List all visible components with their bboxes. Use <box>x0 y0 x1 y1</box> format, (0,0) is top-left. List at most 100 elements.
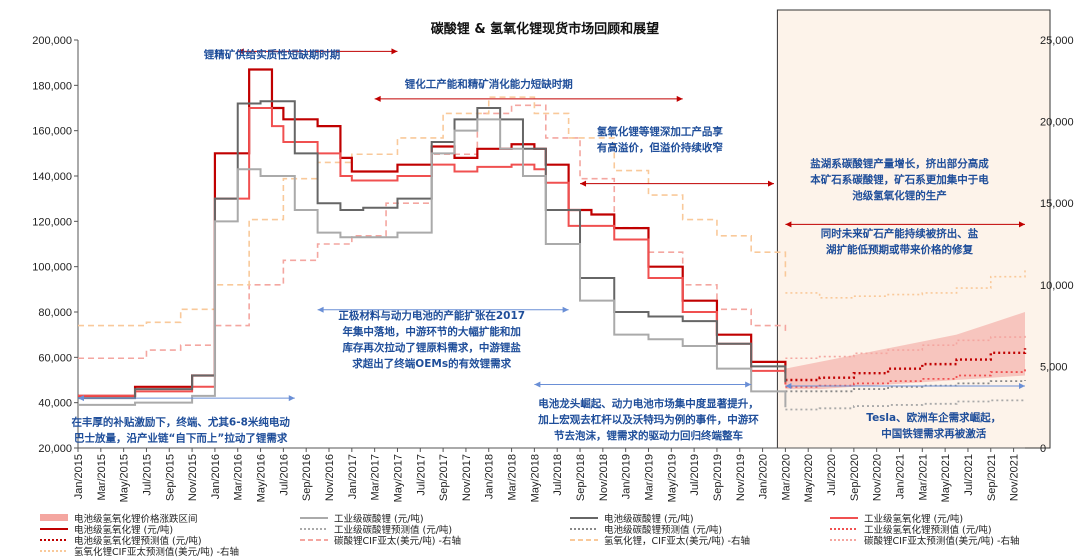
x-tick-label: Jan/2018 <box>484 454 496 499</box>
x-tick-label: May/2016 <box>256 454 268 502</box>
x-tick-label: Sep/2016 <box>301 454 313 501</box>
x-tick-label: Sep/2015 <box>164 454 176 501</box>
arrow-head <box>1019 221 1025 228</box>
annotation-text: Tesla、欧洲车企需求崛起， <box>866 411 1001 424</box>
legend-label: 电池级氢氧化锂预测值 (元/吨) <box>74 535 202 547</box>
x-tick-label: Sep/2019 <box>712 454 724 501</box>
x-tick-label: Sep/2021 <box>986 454 998 501</box>
y-right-tick-label: 10,000 <box>1040 280 1074 292</box>
annotation-text: 电池龙头崛起、动力电池市场集中度显著提升， <box>538 397 759 410</box>
y-right-tick-label: 15,000 <box>1040 198 1074 210</box>
x-tick-label: Sep/2018 <box>575 454 587 501</box>
x-tick-label: Nov/2016 <box>324 454 336 501</box>
band-area <box>785 312 1025 390</box>
series-lines <box>78 68 1027 411</box>
series-line <box>785 399 1026 411</box>
x-tick-label: Jan/2020 <box>758 454 770 499</box>
arrow-head <box>237 48 244 55</box>
arrow-head <box>1019 382 1025 389</box>
x-tick-label: Nov/2015 <box>187 454 199 501</box>
annotation-text: 本矿石系碳酸锂，矿石系更加集中于电 <box>810 173 989 186</box>
x-tick-label: Jul/2016 <box>278 454 290 496</box>
x-tick-label: Jan/2019 <box>621 454 633 499</box>
x-tick-label: Nov/2021 <box>1009 454 1021 501</box>
legend-label: 碳酸锂CIF亚太预测值(美元/吨) -右轴 <box>864 535 1019 547</box>
legend-label: 工业级氢氧化锂 (元/吨) <box>864 513 963 525</box>
x-tick-label: May/2018 <box>529 454 541 502</box>
x-tick-label: Jul/2018 <box>552 454 564 496</box>
annotation-text: 锂化工产能和精矿消化能力短缺时期 <box>405 78 573 91</box>
annotation-text: 湖扩能低预期或带来价格的修复 <box>826 243 973 256</box>
legend-label: 工业级碳酸锂 (元/吨) <box>334 513 424 525</box>
arrow-head <box>676 95 683 102</box>
series-line <box>78 96 787 327</box>
y-left-tick-label: 100,000 <box>32 262 72 274</box>
y-left-tick-label: 60,000 <box>38 352 72 364</box>
legend-label: 碳酸锂CIF亚太(美元/吨) -右轴 <box>334 535 461 547</box>
arrow-head <box>317 306 324 313</box>
arrow-head <box>767 180 774 187</box>
x-tick-label: May/2019 <box>666 454 678 502</box>
annotation-text: 同时未来矿石产能持续被挤出、盐 <box>821 227 979 240</box>
annotation-text: 有高溢价，但溢价持续收窄 <box>597 141 723 154</box>
y-right-tick-label: 25,000 <box>1040 35 1074 47</box>
arrow-head <box>745 381 752 388</box>
y-left-tick-label: 180,000 <box>32 80 72 92</box>
annotation-text: 节去泡沫，锂需求的驱动力回归终端整车 <box>554 429 743 442</box>
y-left-tick-label: 40,000 <box>38 398 72 410</box>
x-tick-label: Jul/2021 <box>963 454 975 496</box>
annotation-text: 库存再次拉动了锂原料需求，中游锂盐 <box>342 341 521 354</box>
annotation-text: 求超出了终端OEMs的有效锂需求 <box>352 357 511 370</box>
legend-swatch <box>40 514 68 521</box>
y-left-tick-label: 120,000 <box>32 216 72 228</box>
series-line <box>785 333 1026 360</box>
x-tick-label: Mar/2016 <box>233 454 245 500</box>
x-tick-label: Mar/2021 <box>917 454 929 500</box>
y-right-tick-label: 5,000 <box>1040 361 1068 373</box>
annotations: 锂精矿供给实质性短缺期时期锂化工产能和精矿消化能力短缺时期氢氧化锂等锂深加工产品… <box>71 48 1025 444</box>
annotation-text: 氢氧化锂等锂深加工产品享 <box>597 125 723 138</box>
legend-label: 工业级碳酸锂预测值 (元/吨) <box>334 524 452 536</box>
arrow-head <box>374 95 381 102</box>
axes: 20,000 40,000 60,000 80,000 100,000 120,000 14… <box>32 35 1073 502</box>
y-right-tick-label: 20,000 <box>1040 117 1074 129</box>
x-tick-label: Mar/2018 <box>507 454 519 500</box>
x-tick-label: Nov/2019 <box>735 454 747 501</box>
y-left-tick-label: 20,000 <box>38 443 72 455</box>
x-tick-label: Mar/2017 <box>370 454 382 500</box>
series-line <box>78 107 787 397</box>
annotation-text: 巴士放量，沿产业链“自下而上”拉动了锂需求 <box>74 431 288 444</box>
legend-label: 电池级氢氧化锂价格涨跌区间 <box>74 513 198 525</box>
x-tick-label: Jan/2015 <box>73 454 85 499</box>
y-left-tick-label: 140,000 <box>32 171 72 183</box>
x-tick-label: Jul/2020 <box>826 454 838 496</box>
legend-label: 氢氧化锂，CIF亚太(美元/吨) -右轴 <box>604 535 750 547</box>
x-tick-label: May/2017 <box>392 454 404 502</box>
annotation-text: 在丰厚的补贴激励下，终端、尤其6-8米纯电动 <box>71 415 290 428</box>
arrow-head <box>288 395 295 402</box>
legend-label: 工业级氢氧化锂预测值 (元/吨) <box>864 524 992 536</box>
arrow-head <box>534 381 541 388</box>
y-left-tick-label: 160,000 <box>32 126 72 138</box>
y-left-tick-label: 200,000 <box>32 35 72 47</box>
y-right-tick-label: 0 <box>1040 443 1046 455</box>
y-left-tick-label: 80,000 <box>38 307 72 319</box>
legend-label: 氢氧化锂CIF亚太预测值(美元/吨) -右轴 <box>74 546 239 558</box>
arrow-head <box>78 395 84 402</box>
annotation-text: 锂精矿供给实质性短缺期时期 <box>204 48 341 61</box>
annotation-text: 池级氢氧化锂的生产 <box>852 189 947 202</box>
x-tick-label: Nov/2018 <box>598 454 610 501</box>
x-tick-label: Nov/2017 <box>461 454 473 501</box>
arrow-head <box>785 221 792 228</box>
annotation-text: 正极材料与动力电池的产能扩张在2017 <box>338 309 525 322</box>
chart-title: 碳酸锂 & 氢氧化锂现货市场回顾和展望 <box>431 21 659 37</box>
series-line <box>78 118 787 408</box>
x-tick-label: May/2021 <box>940 454 952 502</box>
x-tick-label: Jul/2019 <box>689 454 701 496</box>
x-tick-label: Sep/2020 <box>849 454 861 501</box>
series-line <box>785 268 1026 299</box>
arrow-head <box>391 48 398 55</box>
annotation-text: 年集中落地，中游环节的大幅扩能和加 <box>342 325 521 338</box>
legend-label: 电池级氢氧化锂 (元/吨) <box>74 524 173 536</box>
